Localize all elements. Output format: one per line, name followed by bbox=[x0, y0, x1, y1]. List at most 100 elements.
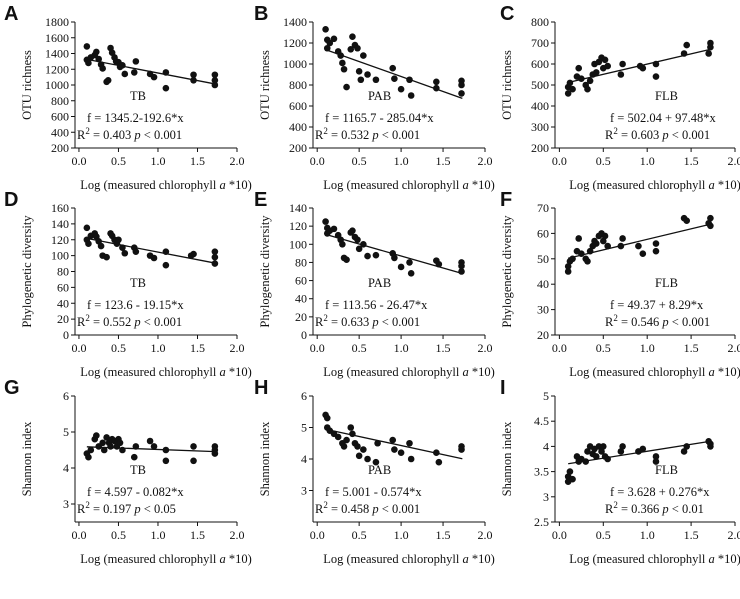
y-tick-label: 800 bbox=[289, 78, 307, 92]
x-tick-label: 0.0 bbox=[71, 341, 86, 355]
data-point bbox=[343, 436, 350, 444]
regression-line bbox=[325, 428, 463, 460]
x-tick-label: 0.5 bbox=[111, 154, 126, 168]
data-point bbox=[599, 443, 607, 450]
y-tick-label: 600 bbox=[51, 110, 69, 124]
data-point bbox=[339, 59, 346, 67]
data-point bbox=[349, 33, 356, 40]
data-point bbox=[566, 468, 574, 475]
y-tick-label: 140 bbox=[289, 201, 307, 215]
x-tick-label: 0.5 bbox=[111, 341, 126, 355]
data-point bbox=[604, 455, 611, 463]
data-point bbox=[162, 84, 170, 92]
y-tick-label: 200 bbox=[289, 141, 307, 155]
data-point bbox=[639, 64, 647, 72]
data-point bbox=[132, 248, 140, 255]
data-point bbox=[100, 446, 108, 454]
y-tick-label: 5 bbox=[301, 421, 307, 435]
data-point bbox=[584, 85, 591, 93]
data-point bbox=[85, 240, 92, 248]
group-label: PAB bbox=[368, 276, 391, 290]
y-tick-label: 60 bbox=[537, 226, 549, 240]
data-point bbox=[578, 75, 585, 82]
data-point bbox=[364, 455, 371, 463]
data-point bbox=[372, 458, 380, 466]
r2-text: R2 = 0.197 p < 0.05 bbox=[77, 500, 176, 516]
y-tick-label: 400 bbox=[289, 120, 307, 134]
data-point bbox=[569, 475, 576, 483]
r2-text: R2 = 0.458 p < 0.001 bbox=[315, 500, 420, 516]
data-point bbox=[584, 448, 591, 455]
data-point bbox=[617, 242, 625, 250]
x-tick-label: 1.0 bbox=[394, 341, 409, 355]
y-tick-label: 800 bbox=[531, 15, 549, 29]
r2-text: R2 = 0.546 p < 0.001 bbox=[605, 313, 710, 329]
data-point bbox=[349, 227, 356, 234]
data-point bbox=[601, 56, 609, 64]
x-axis-label: Log (measured chlorophyll a *10) bbox=[569, 365, 740, 379]
y-tick-label: 200 bbox=[51, 141, 69, 155]
data-point bbox=[652, 453, 660, 460]
data-point bbox=[433, 449, 440, 457]
data-point bbox=[391, 446, 398, 453]
data-point bbox=[339, 240, 346, 248]
data-point bbox=[211, 260, 219, 267]
x-tick-label: 1.0 bbox=[150, 341, 165, 355]
data-point bbox=[435, 260, 443, 268]
data-point bbox=[569, 85, 576, 93]
data-point bbox=[586, 77, 594, 85]
data-point bbox=[566, 79, 574, 87]
y-tick-label: 3 bbox=[301, 484, 307, 498]
x-tick-label: 1.5 bbox=[436, 528, 451, 542]
y-axis-label: OTU richness bbox=[20, 50, 34, 120]
data-point bbox=[354, 236, 361, 244]
r2-text: R2 = 0.603 p < 0.001 bbox=[605, 126, 710, 142]
data-point bbox=[407, 270, 415, 277]
data-point bbox=[619, 60, 626, 68]
y-tick-label: 100 bbox=[51, 249, 69, 263]
data-point bbox=[162, 69, 170, 76]
data-point bbox=[433, 78, 440, 86]
data-point bbox=[652, 247, 660, 255]
data-point bbox=[93, 432, 100, 439]
y-tick-label: 120 bbox=[289, 219, 307, 233]
panel-letter: I bbox=[500, 377, 506, 399]
data-point bbox=[407, 455, 415, 463]
y-axis-label: OTU richness bbox=[258, 50, 272, 120]
y-tick-label: 60 bbox=[295, 274, 307, 288]
x-tick-label: 2.0 bbox=[728, 341, 740, 355]
data-point bbox=[639, 250, 647, 258]
data-point bbox=[190, 71, 197, 79]
data-point bbox=[150, 254, 158, 262]
data-point bbox=[575, 235, 583, 242]
y-tick-label: 800 bbox=[51, 94, 69, 108]
data-point bbox=[578, 250, 585, 258]
y-tick-label: 3 bbox=[543, 490, 549, 504]
y-tick-label: 1400 bbox=[45, 47, 69, 61]
y-tick-label: 1600 bbox=[45, 31, 69, 45]
data-point bbox=[599, 237, 607, 245]
data-point bbox=[121, 70, 129, 78]
data-point bbox=[458, 90, 465, 97]
x-axis-label: Log (measured chlorophyll a *10) bbox=[323, 365, 495, 379]
panel-letter: C bbox=[500, 3, 514, 25]
data-point bbox=[374, 439, 381, 447]
data-point bbox=[355, 245, 363, 253]
data-point bbox=[347, 46, 355, 53]
x-tick-label: 0.5 bbox=[596, 528, 611, 542]
x-tick-label: 1.5 bbox=[684, 154, 699, 168]
data-point bbox=[564, 263, 572, 270]
data-point bbox=[162, 457, 170, 465]
data-point bbox=[95, 55, 103, 63]
r2-text: R2 = 0.633 p < 0.001 bbox=[315, 313, 420, 329]
data-point bbox=[601, 232, 609, 240]
y-tick-label: 5 bbox=[63, 425, 69, 439]
data-point bbox=[707, 214, 714, 222]
panel-g: G 3 4 5 6 0.0 0.5 1.0 1.5 2.0 Log (measured chloro… bbox=[4, 377, 252, 566]
y-tick-label: 50 bbox=[537, 252, 549, 266]
equation-text: f = 1165.7 - 285.04*x bbox=[325, 111, 434, 125]
y-tick-label: 1200 bbox=[45, 62, 69, 76]
x-tick-label: 1.5 bbox=[436, 341, 451, 355]
x-tick-label: 0.0 bbox=[552, 528, 567, 542]
